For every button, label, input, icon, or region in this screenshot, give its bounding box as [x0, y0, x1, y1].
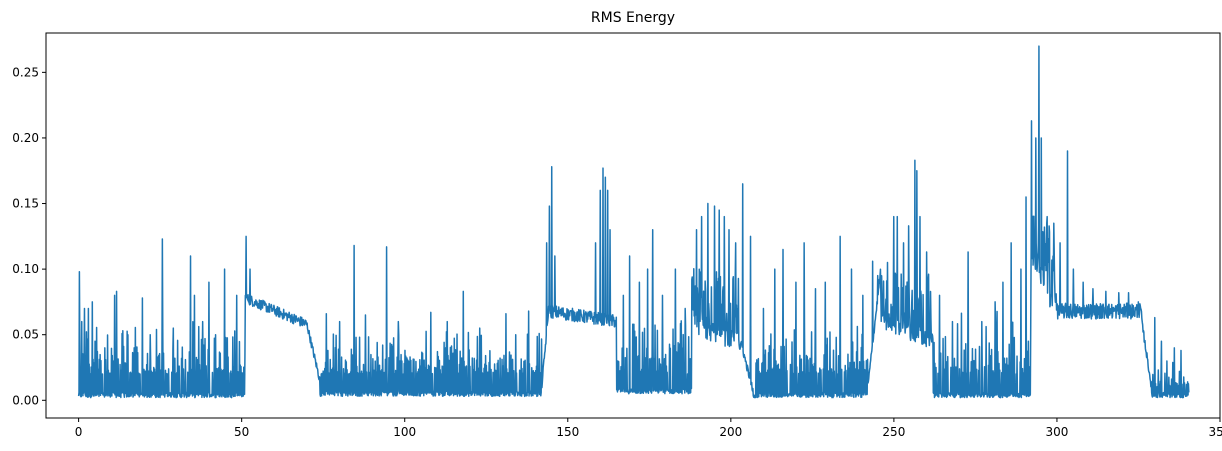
- y-tick-label: 0.05: [12, 328, 39, 342]
- y-tick-label: 0.15: [12, 197, 39, 211]
- x-tick-label: 200: [719, 425, 742, 439]
- x-axis: 0 50 100 150 200 250 300 350: [75, 418, 1222, 439]
- x-tick-label: 350: [1209, 425, 1222, 439]
- y-tick-label: 0.10: [12, 262, 39, 276]
- x-tick-label: 50: [234, 425, 249, 439]
- x-tick-label: 150: [556, 425, 579, 439]
- chart-title: RMS Energy: [591, 10, 675, 26]
- y-tick-label: 0.20: [12, 131, 39, 145]
- rms-energy-series-line: [77, 45, 1190, 399]
- x-tick-label: 300: [1045, 425, 1068, 439]
- y-tick-label: 0.00: [12, 393, 39, 407]
- x-tick-label: 250: [882, 425, 905, 439]
- plot-frame: [45, 32, 1221, 419]
- x-tick-label: 100: [393, 425, 416, 439]
- y-axis: 0.00 0.05 0.10 0.15 0.20 0.25: [12, 65, 46, 407]
- plot-area: [77, 45, 1190, 399]
- y-tick-label: 0.25: [12, 65, 39, 79]
- x-tick-label: 0: [75, 425, 83, 439]
